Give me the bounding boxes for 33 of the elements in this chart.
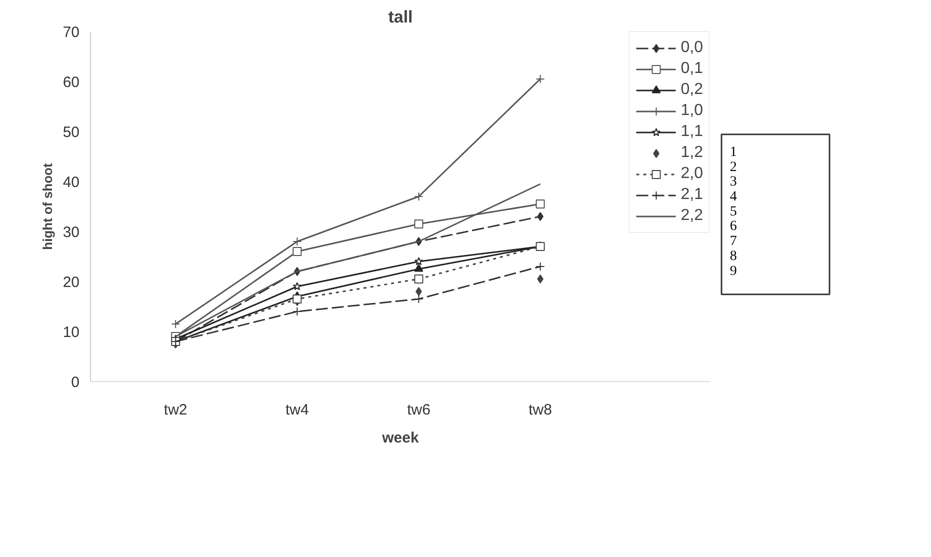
text: 8 bbox=[730, 248, 737, 264]
y-tick-label: 30 bbox=[62, 224, 80, 241]
x-tick-label: tw2 bbox=[164, 402, 188, 418]
text: 1 bbox=[730, 144, 737, 160]
y-tick-label: 50 bbox=[62, 124, 80, 141]
legend-label: 2,2 bbox=[680, 206, 703, 226]
text: 2 bbox=[730, 160, 737, 175]
legend-label: 2,0 bbox=[680, 164, 703, 184]
chart-title: tall bbox=[388, 8, 413, 26]
y-tick-label: 20 bbox=[62, 274, 80, 291]
text: 4 bbox=[730, 189, 737, 204]
text: 9 bbox=[730, 264, 737, 279]
legend-label: 1,0 bbox=[680, 101, 703, 121]
legend-label: 0,2 bbox=[680, 80, 703, 100]
legend-label: 1,2 bbox=[680, 143, 703, 163]
text: 7 bbox=[730, 234, 737, 250]
y-tick-label: 0 bbox=[71, 374, 80, 391]
legend-label: 1,1 bbox=[680, 122, 703, 142]
legend-label: 2,1 bbox=[680, 185, 703, 205]
y-tick-label: 40 bbox=[62, 174, 80, 191]
y-tick-label: 70 bbox=[62, 24, 80, 41]
text: 3 bbox=[730, 174, 737, 190]
y-tick-label: 60 bbox=[62, 74, 80, 91]
x-tick-label: tw8 bbox=[528, 402, 552, 418]
x-axis-title: week bbox=[381, 430, 420, 446]
legend-label: 0,1 bbox=[680, 59, 703, 79]
x-tick-label: tw6 bbox=[407, 402, 430, 418]
y-axis-title: hight of shoot bbox=[40, 162, 55, 250]
text: 6 bbox=[730, 219, 737, 234]
text: 5 bbox=[730, 204, 737, 220]
x-tick-label: tw4 bbox=[285, 402, 309, 418]
y-tick-label: 10 bbox=[62, 324, 80, 341]
legend-label: 0,0 bbox=[680, 38, 703, 58]
